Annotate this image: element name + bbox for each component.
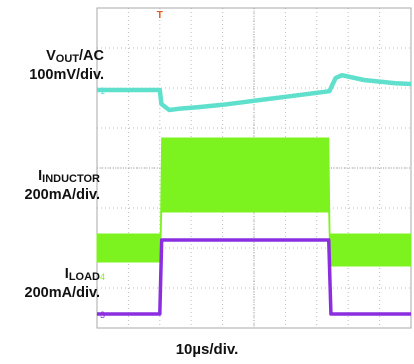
iload-label: ILOAD 200mA/div. xyxy=(25,266,101,301)
vout-label-main: V xyxy=(46,48,56,64)
trigger-marker: T xyxy=(157,10,163,21)
vout-scale: 100mV/div. xyxy=(29,67,104,83)
iload-scale: 200mA/div. xyxy=(24,285,101,301)
grid-frame xyxy=(96,7,412,329)
iload-trace xyxy=(97,238,411,316)
inductor-scale: 200mA/div. xyxy=(24,187,101,203)
inductor-label-sub: INDUCTOR xyxy=(42,173,100,185)
vout-label: VOUT/AC 100mV/div. xyxy=(29,48,104,83)
channel-marker-1: 1 xyxy=(100,86,105,96)
vout-label-suffix: /AC xyxy=(79,48,104,64)
channel-marker-3: 3 xyxy=(100,310,105,320)
iload-label-main: I xyxy=(64,266,69,282)
vout-trace xyxy=(97,72,412,113)
channel-markers: 1 4 3 T xyxy=(100,10,163,320)
channel-marker-2: 4 xyxy=(100,272,105,282)
traces xyxy=(96,72,412,316)
time-scale-label: 10µs/div. xyxy=(175,341,239,358)
iload-label-sub: LOAD xyxy=(68,271,100,283)
inductor-label: IINDUCTOR 200mA/div. xyxy=(25,168,101,203)
inductor-label-main: I xyxy=(38,168,43,184)
vout-label-sub: OUT xyxy=(55,53,80,65)
